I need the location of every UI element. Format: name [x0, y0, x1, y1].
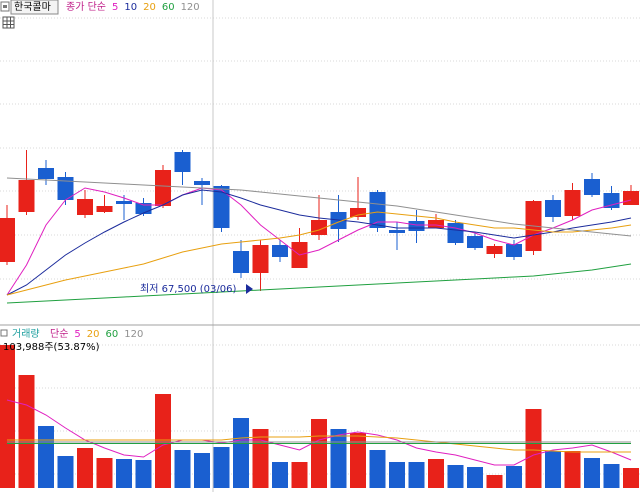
volume-bar [38, 426, 54, 488]
volume-bar [486, 475, 503, 488]
legend-entry: 20 [143, 2, 156, 13]
volume-bar [18, 375, 35, 488]
candle-body [116, 201, 132, 204]
volume-bar [389, 462, 405, 488]
ma-line [6, 189, 632, 296]
volume-bar [584, 458, 600, 488]
candle-body [194, 181, 210, 185]
legend-entry: 5 [112, 2, 118, 13]
candle-body [447, 223, 464, 243]
volume-bar [408, 462, 425, 488]
marks [0, 150, 639, 488]
candle-body [350, 208, 366, 217]
candle-body [233, 251, 249, 273]
ma-line [6, 399, 632, 466]
volume-bar [603, 464, 620, 488]
candle-body [252, 245, 269, 273]
candle-body [486, 246, 503, 254]
volume-bar [545, 451, 561, 488]
volume-bar [116, 459, 132, 488]
volume-bar [0, 345, 15, 488]
candle-body [584, 179, 600, 195]
name-box [10, 0, 59, 15]
volume-bar [77, 448, 93, 488]
candle-body [18, 180, 35, 212]
candle-body [506, 244, 522, 257]
volume-bar [96, 458, 113, 488]
volume-bar [330, 429, 347, 488]
header: 한국콜마 종가 단순 거래량 단순 103,988주(53.87%) 최저 67… [0, 0, 253, 353]
candle-body [155, 170, 171, 206]
candle-body [213, 186, 230, 228]
candle-body [135, 203, 152, 214]
volume-bar [252, 429, 269, 488]
volume-bar [447, 465, 464, 488]
legend-entry: 120 [124, 329, 143, 340]
candle-body [96, 206, 113, 212]
volume-bar [369, 450, 386, 488]
volume-bar [564, 451, 581, 488]
ma-line [6, 263, 632, 304]
legend-entry: 20 [87, 329, 100, 340]
legend-entry: 5 [74, 329, 80, 340]
icon [0, 329, 8, 337]
volume-title: 거래량 [12, 328, 40, 340]
ma-label: 종가 단순 [66, 1, 106, 13]
arrow [246, 284, 253, 294]
candle-body [428, 220, 444, 228]
volume-bar [174, 450, 191, 488]
volume-bar [57, 456, 74, 488]
candle-body [174, 152, 191, 172]
candle-body [623, 191, 639, 205]
ma-line [7, 435, 631, 453]
volume-bar [291, 462, 308, 488]
candle-body [0, 218, 15, 262]
legend-entry: 60 [162, 2, 175, 13]
icon [3, 5, 7, 8]
candle-body [272, 245, 288, 257]
volume-bar [213, 447, 230, 488]
volume-bar [428, 459, 444, 488]
stock-name: 한국콜마 [14, 1, 51, 13]
legend-entry: 60 [106, 329, 119, 340]
candle-body [369, 192, 386, 228]
volume-bar [623, 468, 639, 488]
candle-body [77, 199, 93, 215]
volume-bar [467, 467, 483, 488]
volume-bar [155, 394, 171, 488]
candle-body [408, 221, 425, 231]
volume-bar [194, 453, 210, 488]
volume-bar [135, 460, 152, 488]
volume-bar [350, 433, 366, 488]
candle-body [545, 200, 561, 217]
legend-entry: 120 [181, 2, 200, 13]
legend-entry: 10 [124, 2, 137, 13]
ma-line [6, 187, 632, 296]
volume-bar [525, 409, 542, 488]
volume-bar [272, 462, 288, 488]
candle-body [603, 193, 620, 208]
volume-bar [311, 419, 327, 488]
table-icon[interactable] [2, 16, 15, 29]
volume-bar [233, 418, 249, 488]
candle-body [38, 168, 54, 179]
candle-body [564, 190, 581, 216]
candle-body [389, 230, 405, 233]
candle-body [467, 236, 483, 248]
candle-body [57, 177, 74, 200]
ma-line [6, 177, 632, 237]
low-annotation: 최저 67,500 (03/06) [140, 283, 236, 295]
volume-annotation: 103,988주(53.87%) [3, 342, 100, 353]
ma-label: 단순 [50, 328, 68, 340]
ma-line [6, 211, 632, 296]
volume-bar [506, 466, 522, 488]
